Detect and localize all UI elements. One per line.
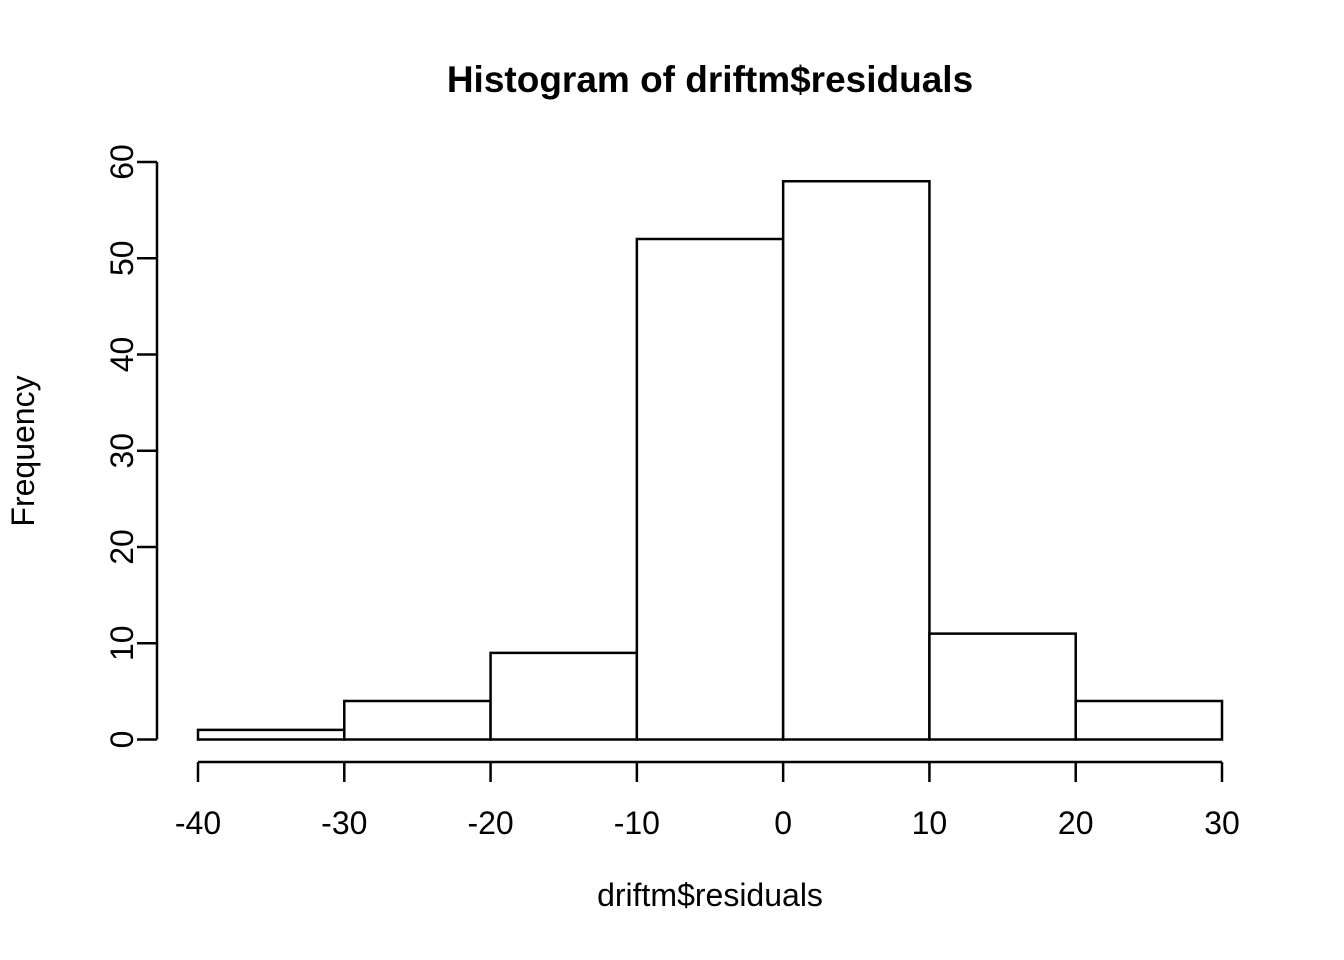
histogram-bar [928,632,1077,741]
bars-group [196,180,1224,741]
x-tick-label: 30 [1204,805,1240,841]
x-tick-label: 0 [774,805,792,841]
y-axis-group: 0 10 20 30 40 50 60 [104,144,159,749]
x-tick-label: 10 [912,805,948,841]
x-axis-group: -40 -30 -20 -10 0 10 20 30 [175,760,1240,841]
y-axis-label: Frequency [5,375,41,526]
histogram-bar [781,180,931,741]
x-axis-label: driftm$residuals [597,877,823,913]
histogram-bar [635,237,785,741]
chart-title: Histogram of driftm$residuals [447,59,973,100]
x-tick-label: -20 [467,805,513,841]
y-tick-label: 60 [104,144,140,180]
y-tick-label: 40 [104,337,140,373]
x-tick-label: -30 [321,805,367,841]
y-tick-label: 30 [104,433,140,469]
y-tick-label: 20 [104,529,140,565]
x-tick-label: -40 [175,805,221,841]
histogram-bar [489,651,639,741]
y-tick-label: 50 [104,240,140,276]
histogram-bar [343,699,492,741]
y-tick-label: 10 [104,625,140,661]
y-tick-label: 0 [104,731,140,749]
x-tick-label: -10 [614,805,660,841]
x-tick-label: 20 [1058,805,1094,841]
histogram-bar [196,728,346,741]
histogram-bar [1074,699,1224,741]
